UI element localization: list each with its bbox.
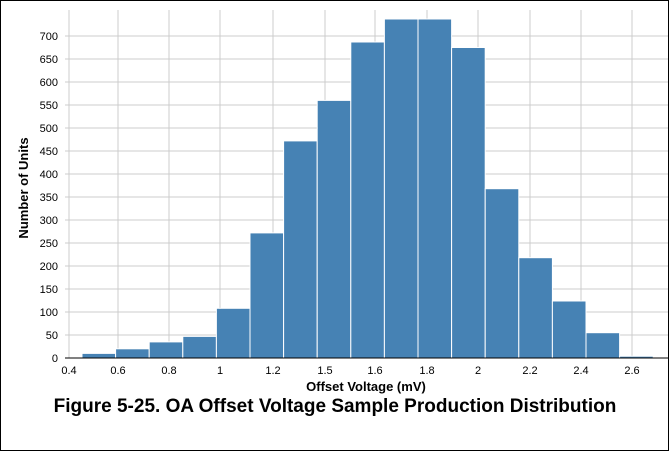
histogram-bar: [182, 335, 217, 359]
histogram-bar: [283, 140, 318, 359]
y-tick-label: 450: [40, 146, 58, 158]
x-tick-label: 1.8: [419, 365, 434, 377]
y-tick-label: 650: [40, 54, 58, 66]
y-tick-label: 600: [40, 77, 58, 89]
x-tick-label: 0.8: [161, 365, 176, 377]
y-tick-label: 350: [40, 192, 58, 204]
y-tick-label: 0: [52, 353, 58, 365]
x-tick-label: 1.6: [367, 365, 382, 377]
histogram-bar: [417, 18, 453, 359]
histogram-bar: [316, 99, 352, 359]
x-axis-title: Offset Voltage (mV): [306, 379, 426, 394]
y-tick-label: 550: [40, 100, 58, 112]
histogram-bar: [484, 188, 520, 359]
histogram-bar: [249, 232, 285, 359]
x-tick-label: 0.4: [61, 365, 76, 377]
y-tick-label: 100: [40, 307, 58, 319]
y-tick-label: 300: [40, 215, 58, 227]
x-tick-label: 0.6: [110, 365, 125, 377]
y-tick-label: 500: [40, 123, 58, 135]
x-tick-label: 1.2: [265, 365, 280, 377]
y-tick-labels: 0 50 100 150 200 250 300 350 400 450 500 550 600 650 7…: [40, 31, 58, 365]
x-tick-labels: 0.4 0.6 0.8 1 1.2 1.5 1.6 1.8 2 2.2 2.4 2.6: [61, 365, 639, 377]
histogram-bar: [115, 348, 150, 359]
bars: [81, 18, 654, 359]
histogram-bar: [518, 257, 553, 359]
y-tick-label: 50: [46, 330, 58, 342]
y-axis-title: Number of Units: [16, 137, 31, 238]
x-tick-label: 2.6: [624, 365, 639, 377]
histogram-bar: [81, 352, 117, 359]
x-tick-label: 1.5: [317, 365, 332, 377]
y-tick-label: 400: [40, 169, 58, 181]
x-tick-label: 1: [217, 365, 223, 377]
y-tick-label: 250: [40, 238, 58, 250]
histogram-bar: [383, 18, 419, 359]
figure-caption: Figure 5-25. OA Offset Voltage Sample Pr…: [53, 396, 617, 417]
histogram-bar: [148, 341, 184, 359]
histogram-bar: [215, 307, 251, 359]
x-tick-label: 2.2: [522, 365, 537, 377]
histogram-bar: [585, 332, 621, 359]
histogram-bar: [551, 300, 587, 359]
histogram-bar: [451, 47, 486, 359]
y-tick-label: 200: [40, 261, 58, 273]
histogram-bar: [350, 41, 385, 359]
y-tick-label: 150: [40, 284, 58, 296]
x-tick-label: 2.4: [573, 365, 588, 377]
x-tick-label: 2: [475, 365, 481, 377]
y-tick-label: 700: [40, 31, 58, 43]
histogram-chart: 0 50 100 150 200 250 300 350 400 450 500 550 600 650 7…: [16, 10, 668, 394]
